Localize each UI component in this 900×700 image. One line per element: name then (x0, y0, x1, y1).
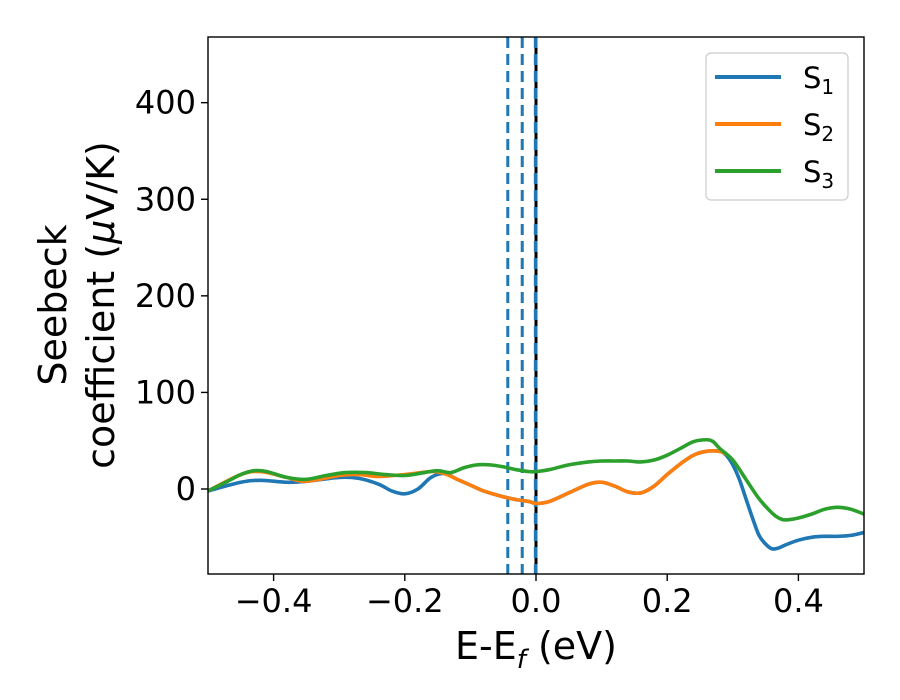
series-line-s2 (208, 449, 729, 506)
legend-label-s3: S3 (803, 155, 834, 193)
y-axis-label: Seebeck coefficient (μV/K) (31, 141, 123, 469)
legend-label-s3-sub: 3 (821, 169, 834, 193)
y-axis-label-line1: Seebeck (31, 224, 75, 385)
series-lines (208, 437, 864, 551)
legend-label-s1-main: S (803, 61, 821, 95)
x-axis-ticks: −0.4 −0.2 0.0 0.2 0.4 (235, 574, 824, 620)
legend-box (705, 52, 849, 201)
y-tick-label: 400 (135, 84, 196, 122)
legend-label-s2: S2 (803, 108, 834, 146)
y-tick-label: 200 (135, 277, 196, 315)
x-tick-label: 0.4 (773, 582, 824, 620)
y-axis-label-unit: V/K) (79, 141, 123, 220)
x-axis-label: E-Ef (eV) (455, 624, 617, 675)
y-axis-label-line2: coefficient (μV/K) (79, 141, 123, 469)
reference-lines (506, 37, 538, 574)
y-tick-label: 0 (176, 470, 196, 508)
x-tick-label: −0.2 (366, 582, 444, 620)
y-axis-label-text: coefficient ( (79, 244, 123, 469)
legend: S1 S2 S3 (705, 52, 849, 201)
x-axis-label-main: E-E (455, 624, 517, 668)
legend-label-s3-main: S (803, 155, 821, 189)
x-tick-label: 0.0 (511, 582, 562, 620)
y-axis-label-mu: μ (79, 220, 123, 245)
legend-label-s1: S1 (803, 61, 834, 99)
y-axis-ticks: 0 100 200 300 400 (135, 84, 208, 508)
series-line-s3 (208, 437, 864, 522)
legend-label-s2-main: S (803, 108, 821, 142)
x-tick-label: 0.2 (642, 582, 693, 620)
legend-label-s2-sub: 2 (821, 122, 834, 146)
y-tick-label: 100 (135, 373, 196, 411)
legend-label-s1-sub: 1 (821, 75, 834, 99)
y-tick-label: 300 (135, 180, 196, 218)
x-axis-label-unit: (eV) (526, 624, 617, 668)
x-tick-label: −0.4 (235, 582, 313, 620)
